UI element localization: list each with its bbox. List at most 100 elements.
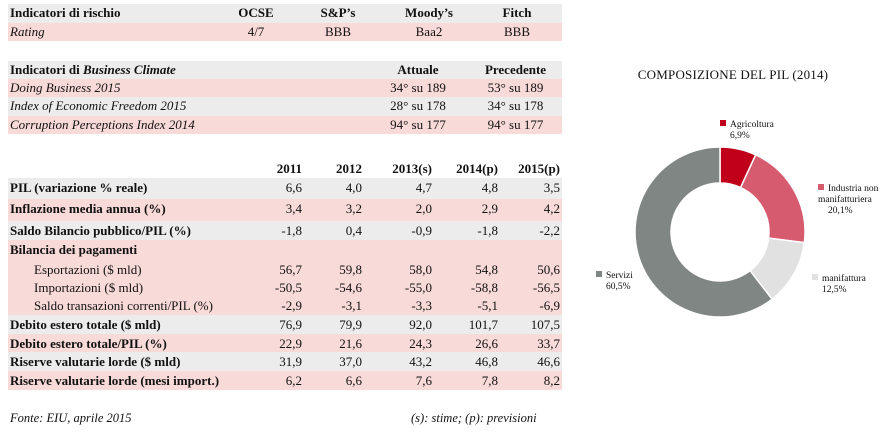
macro-cell: 3,5 — [543, 180, 560, 195]
macro-header-row: 2011 2012 2013(s) 2014(p) 2015(p) — [8, 160, 562, 178]
macro-cell: -2,9 — [281, 298, 302, 313]
risk-col-ocse: OCSE — [238, 5, 274, 20]
legend-name: Industria non manifatturiera — [818, 184, 879, 205]
slice-industria-non-manifatturiera — [739, 153, 806, 244]
macro-row-label: Saldo Bilancio pubblico/PIL (%) — [10, 223, 191, 238]
macro-cell: 7,6 — [415, 373, 432, 388]
legend-agricoltura: Agricoltura 6,9% — [720, 120, 774, 142]
macro-row-label: PIL (variazione % reale) — [10, 180, 148, 195]
slice-manifattura — [748, 237, 806, 301]
legend-swatch — [812, 274, 818, 280]
business-row-current: 28° su 178 — [390, 98, 446, 113]
legend-value: 60,5% — [606, 282, 631, 292]
macro-cell: -5,1 — [477, 298, 498, 313]
legend-note: (s): stime; (p): previsioni — [411, 411, 537, 425]
macro-cell: -2,2 — [539, 223, 560, 238]
macro-cell: 92,0 — [409, 317, 432, 332]
business-row: Doing Business 2015 34° su 189 53° su 189 — [8, 79, 562, 98]
legend-value: 6,9% — [730, 131, 750, 141]
legend-swatch — [818, 184, 824, 190]
macro-cell: 56,7 — [279, 262, 302, 277]
macro-row: Importazioni ($ mld) -50,5 -54,6 -55,0 -58,8… — [8, 278, 562, 296]
risk-col-fitch: Fitch — [502, 5, 532, 20]
business-row: Corruption Perceptions Index 2014 94° su … — [8, 116, 562, 134]
macro-cell: -3,3 — [411, 298, 432, 313]
business-col-previous: Precedente — [484, 62, 547, 77]
macro-row-label: Debito estero totale ($ mld) — [10, 317, 161, 332]
risk-title: Indicatori di rischio — [10, 5, 121, 20]
legend-manifattura: manifattura 12,5% — [812, 274, 866, 296]
macro-cell: 4,8 — [481, 180, 498, 195]
business-row-previous: 53° su 189 — [487, 80, 544, 95]
macro-cell: 101,7 — [468, 317, 498, 332]
year-2015: 2015(p) — [518, 161, 560, 176]
legend-name: manifattura — [822, 274, 866, 284]
legend-swatch — [720, 120, 726, 126]
macro-cell: 79,9 — [339, 317, 362, 332]
macro-row: Riserve valutarie lorde ($ mld) 31,9 37,0 4… — [8, 352, 562, 371]
rating-sp: BBB — [324, 24, 351, 39]
business-row-previous: 94° su 177 — [487, 117, 544, 132]
business-header-row: Indicatori di Business Climate Attuale P… — [8, 61, 562, 79]
macro-cell: 37,0 — [339, 354, 362, 369]
macro-cell: 50,6 — [537, 262, 560, 277]
macro-cell: -0,9 — [411, 223, 432, 238]
macro-cell: 8,2 — [543, 373, 560, 388]
business-title-plain: Indicatori di — [10, 62, 83, 77]
business-col-current: Attuale — [397, 62, 439, 77]
business-title-italic: Business Climate — [82, 62, 176, 77]
legend-name: Agricoltura — [730, 120, 774, 130]
macro-cell: 31,9 — [279, 354, 302, 369]
risk-col-moodys: Moody’s — [405, 5, 453, 20]
macro-cell: -58,8 — [470, 280, 498, 295]
macro-row-label: Bilancia dei pagamenti — [10, 242, 138, 257]
macro-cell: -6,9 — [539, 298, 560, 313]
risk-rating-row: Rating 4/7 BBB Baa2 BBB — [8, 23, 562, 41]
legend-swatch — [596, 271, 602, 277]
year-2013: 2013(s) — [392, 161, 432, 176]
business-title: Indicatori di Business Climate — [10, 62, 176, 78]
macro-cell: 22,9 — [279, 336, 302, 351]
macro-cell: -56,5 — [532, 280, 560, 295]
macro-row-label: Saldo transazioni correnti/PIL (%) — [34, 298, 213, 313]
legend-industria-non-manifatturiera: Industria non manifatturiera 20,1% — [818, 184, 890, 217]
macro-row-label: Esportazioni ($ mld) — [34, 262, 142, 277]
macro-row: Debito estero totale ($ mld) 76,9 79,9 92,0… — [8, 315, 562, 334]
macro-cell: 4,0 — [345, 180, 362, 195]
slice-agricoltura — [719, 146, 757, 189]
business-row-previous: 34° su 178 — [487, 98, 544, 113]
business-row-label: Doing Business 2015 — [10, 80, 121, 95]
macro-cell: 43,2 — [409, 354, 432, 369]
macro-cell: -54,6 — [334, 280, 362, 295]
macro-cell: 4,7 — [415, 180, 432, 195]
business-row-label: Corruption Perceptions Index 2014 — [10, 117, 195, 132]
legend-value: 12,5% — [822, 285, 847, 295]
macro-cell: -1,8 — [477, 223, 498, 238]
macro-cell: -1,8 — [281, 223, 302, 238]
macro-row-label: Inflazione media annua (%) — [10, 201, 166, 216]
macro-cell: 33,7 — [537, 336, 560, 351]
business-row: Index of Economic Freedom 2015 28° su 178… — [8, 97, 562, 116]
macro-cell: 6,6 — [285, 180, 302, 195]
business-row-current: 94° su 177 — [390, 117, 446, 132]
macro-cell: 6,6 — [345, 373, 362, 388]
macro-cell: -55,0 — [404, 280, 432, 295]
macro-cell: 7,8 — [481, 373, 498, 388]
rating-ocse: 4/7 — [247, 24, 265, 39]
risk-header-row: Indicatori di rischio OCSE S&P’s Moody’s… — [8, 4, 562, 23]
macro-cell: 3,2 — [345, 201, 362, 216]
macro-cell: 26,6 — [475, 336, 498, 351]
macro-row: PIL (variazione % reale) 6,6 4,0 4,7 4,8 3,5 — [8, 178, 562, 199]
macro-cell: 107,5 — [530, 317, 560, 332]
macro-row: Riserve valutarie lorde (mesi import.) 6,… — [8, 371, 562, 390]
macro-cell: 46,6 — [537, 354, 560, 369]
macro-cell: 46,8 — [475, 354, 498, 369]
business-row-label: Index of Economic Freedom 2015 — [10, 98, 187, 113]
source-note: Fonte: EIU, aprile 2015 — [10, 411, 132, 425]
rating-moodys: Baa2 — [415, 24, 443, 39]
macro-cell: 58,0 — [409, 262, 432, 277]
macro-cell: 3,4 — [285, 201, 302, 216]
business-row-current: 34° su 189 — [390, 80, 446, 95]
macro-cell: 21,6 — [339, 336, 362, 351]
macro-cell: 24,3 — [409, 336, 432, 351]
